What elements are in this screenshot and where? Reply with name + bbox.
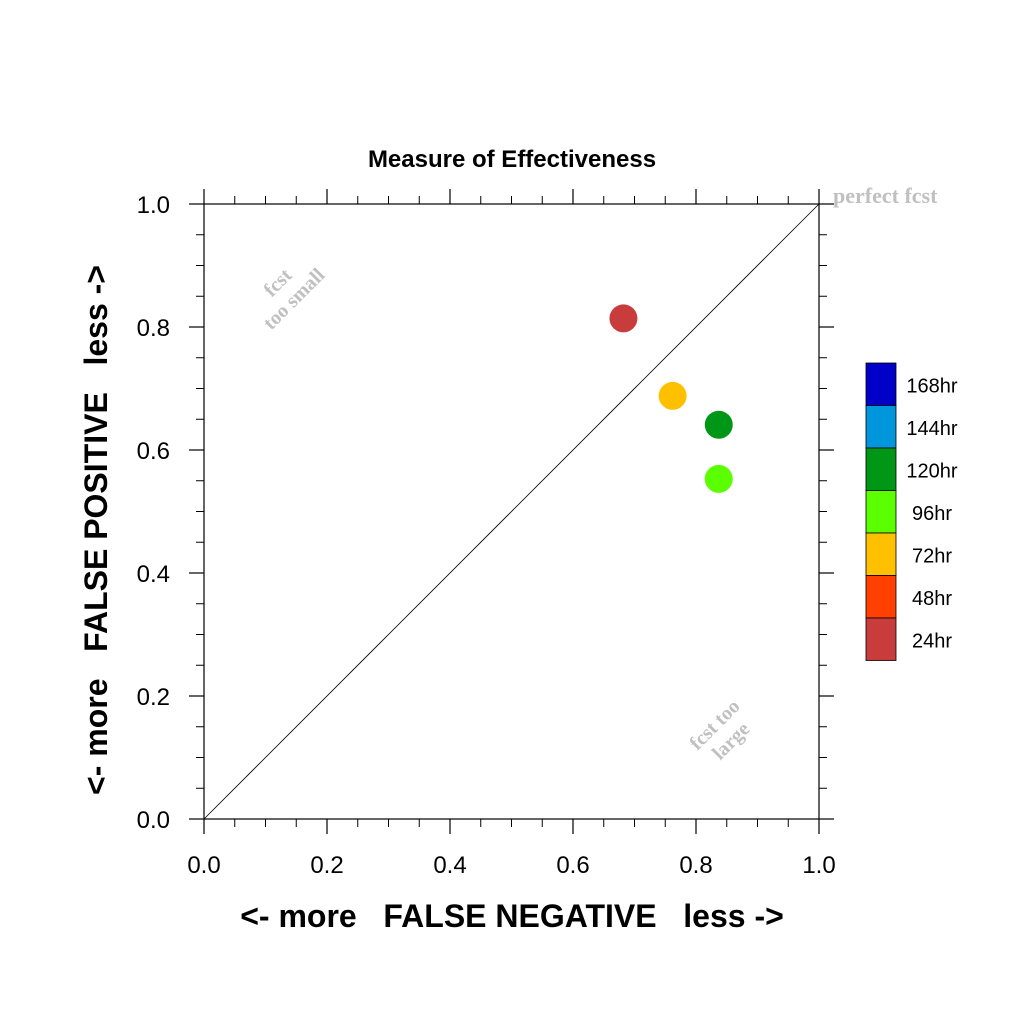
legend-swatch-120hr	[865, 447, 897, 491]
y-tick-label: 1.0	[137, 192, 170, 219]
legend-swatch-168hr	[865, 362, 897, 406]
x-tick-label: 0.4	[433, 852, 466, 879]
annotation-fcst-too-large: fcst too large	[685, 695, 754, 764]
x-axis-label: <- more FALSE NEGATIVE less ->	[240, 898, 784, 934]
minor-ticks	[196, 196, 827, 827]
legend-swatch-144hr	[865, 405, 897, 449]
y-axis-label: <- more FALSE POSITIVE less ->	[78, 265, 114, 795]
perfect-forecast-line	[203, 203, 820, 820]
point-96hr	[704, 464, 733, 493]
y-tick-label: 0.2	[137, 684, 170, 711]
legend: 168hr 144hr 120hr 96hr 72hr 48hr 24hr	[865, 362, 958, 661]
x-tick-label: 0.0	[187, 852, 220, 879]
x-tick-label: 1.0	[802, 852, 835, 879]
legend-label-168hr: 168hr	[906, 375, 957, 397]
data-points	[609, 304, 733, 493]
x-tick-label: 0.2	[310, 852, 343, 879]
legend-swatch-24hr	[865, 617, 897, 661]
legend-swatch-96hr	[865, 490, 897, 534]
y-tick-label: 0.8	[137, 315, 170, 342]
legend-label-72hr: 72hr	[912, 545, 952, 567]
legend-swatch-72hr	[865, 532, 897, 576]
legend-label-24hr: 24hr	[912, 630, 952, 652]
point-72hr	[658, 381, 687, 410]
x-tick-label: 0.8	[679, 852, 712, 879]
chart-title: Measure of Effectiveness	[368, 146, 656, 173]
point-24hr	[609, 304, 638, 333]
legend-label-48hr: 48hr	[912, 588, 952, 610]
legend-label-144hr: 144hr	[906, 418, 957, 440]
x-tick-label: 0.6	[556, 852, 589, 879]
legend-swatch-48hr	[865, 575, 897, 619]
y-tick-label: 0.4	[137, 561, 170, 588]
y-tick-label: 0.6	[137, 438, 170, 465]
major-ticks	[189, 189, 834, 834]
x-tick-labels: 0.0 0.2 0.4 0.6 0.8 1.0	[187, 852, 835, 879]
annotation-perfect-fcst: perfect fcst	[833, 183, 938, 208]
y-tick-labels: 0.0 0.2 0.4 0.6 0.8 1.0	[137, 192, 170, 834]
y-tick-label: 0.0	[137, 807, 170, 834]
annotation-fcst-too-small: fcst too small	[259, 264, 329, 334]
legend-label-120hr: 120hr	[906, 460, 957, 482]
legend-label-96hr: 96hr	[912, 503, 952, 525]
point-120hr	[704, 410, 733, 439]
